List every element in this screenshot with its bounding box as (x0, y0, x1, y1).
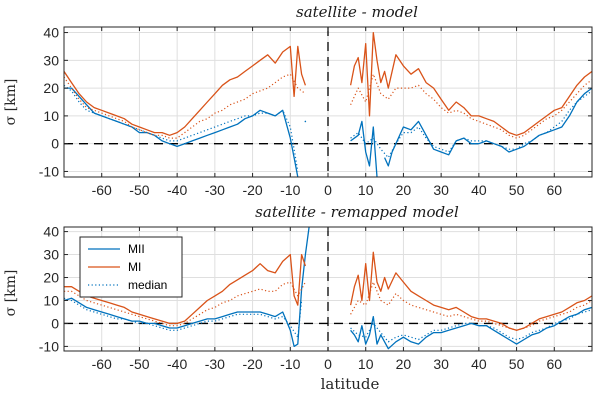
series-mi-median-line (64, 281, 306, 327)
series-mii-line (64, 87, 299, 177)
panel-top: satellite - model σ [km] -60 -50 -40 -30 -20… (3, 3, 593, 198)
y-tick-label: 20 (43, 80, 59, 96)
series-group (64, 227, 592, 350)
panel-bottom-ylabel: σ [km] (3, 270, 19, 317)
x-tick-label: -50 (129, 356, 149, 372)
x-tick-label: 50 (509, 356, 525, 372)
series-group (64, 31, 592, 177)
x-tick-label: -30 (205, 182, 225, 198)
panel-bottom: satellite - remapped model σ [km] -60 -50… (3, 203, 593, 393)
x-tick-label: 20 (396, 182, 412, 198)
panel-top-ylabel: σ [km] (3, 79, 19, 126)
panel-top-title: satellite - model (296, 3, 418, 21)
series-mi-line (349, 31, 592, 136)
panel-bottom-plot-area: -60 -50 -40 -30 -20 -10 0 10 20 30 40 50 60 -10 0 10 20 3… (39, 224, 593, 372)
legend-label-mii: MII (128, 242, 145, 256)
legend: MII MI median (79, 236, 183, 298)
x-tick-label: 0 (324, 356, 332, 372)
y-tick-label: 10 (43, 108, 59, 124)
series-mii-line (350, 120, 378, 177)
x-tick-label: 0 (324, 182, 332, 198)
x-tick-label: -30 (205, 356, 225, 372)
x-tick-label: -10 (280, 182, 300, 198)
series-mii-line (64, 227, 310, 348)
y-tick-label: 40 (43, 224, 59, 240)
legend-label-mi: MI (128, 260, 141, 274)
x-tick-label: -20 (242, 182, 262, 198)
x-tick-label: 10 (358, 356, 374, 372)
x-tick-label: 10 (358, 182, 374, 198)
panel-top-plot-area: -60 -50 -40 -30 -20 -10 0 10 20 30 40 50 60 -10 0 10 20 3… (39, 25, 593, 198)
series-median-line (64, 297, 303, 338)
series-mi-median-line (64, 73, 306, 139)
y-tick-label: 20 (43, 270, 59, 286)
x-tick-label: -40 (167, 356, 187, 372)
x-tick-label: 40 (471, 182, 487, 198)
y-tick-label: 30 (43, 52, 59, 68)
y-tick-label: 10 (43, 292, 59, 308)
x-tick-label: -50 (129, 182, 149, 198)
x-tick-label: 50 (509, 182, 525, 198)
series-mi-line (349, 251, 592, 331)
x-tick-label: -60 (92, 182, 112, 198)
panel-bottom-title: satellite - remapped model (255, 203, 459, 221)
x-tick-label: 60 (546, 356, 562, 372)
y-tick-label: -10 (39, 163, 59, 179)
x-tick-label: -10 (280, 356, 300, 372)
x-tick-label: 40 (471, 356, 487, 372)
x-tick-label: -60 (92, 356, 112, 372)
x-tick-label: 30 (433, 356, 449, 372)
y-tick-label: -10 (39, 338, 59, 354)
series-mi-median-line (350, 73, 592, 139)
y-tick-label: 30 (43, 247, 59, 263)
series-mii-line (384, 87, 592, 167)
panel-bottom-xlabel: latitude (321, 375, 380, 393)
series-mi-line (64, 253, 307, 325)
series-median-line (350, 90, 592, 159)
series-mi-line (64, 45, 307, 136)
x-tick-label: 60 (546, 182, 562, 198)
legend-label-median: median (128, 278, 167, 292)
y-tick-label: 40 (43, 25, 59, 41)
x-tick-label: 30 (433, 182, 449, 198)
y-tick-label: 0 (51, 136, 59, 152)
x-tick-label: -40 (167, 182, 187, 198)
x-tick-label: -20 (242, 356, 262, 372)
series-mii-point (304, 120, 307, 123)
x-tick-label: 20 (396, 356, 412, 372)
y-tick-label: 0 (51, 315, 59, 331)
series-mi-median-line (350, 281, 592, 331)
